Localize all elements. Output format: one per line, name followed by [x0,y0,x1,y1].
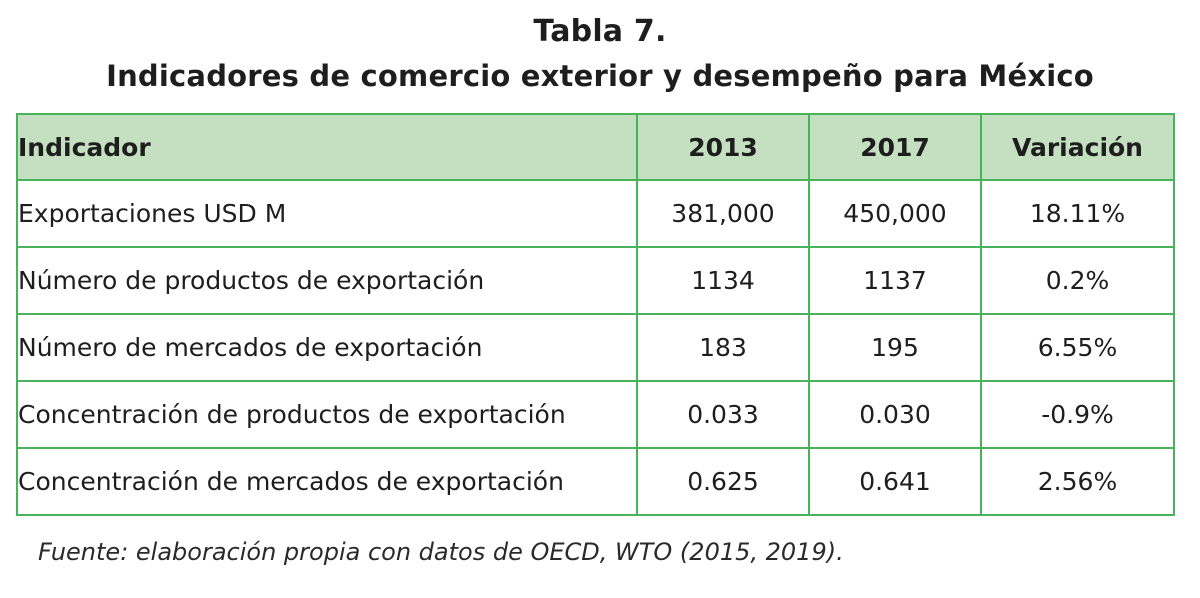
cell-2013: 0.033 [636,380,810,449]
table-row: Concentración de mercados de exportación… [16,447,1175,516]
header-indicador: Indicador [16,113,638,181]
table-row: Número de productos de exportación 1134 … [16,246,1175,315]
table-caption: Tabla 7. Indicadores de comercio exterio… [0,10,1200,98]
cell-variacion: 0.2% [980,246,1175,315]
source-note: Fuente: elaboración propia con datos de … [38,538,844,566]
table-row: Concentración de productos de exportació… [16,380,1175,449]
table-title: Indicadores de comercio exterior y desem… [106,59,1094,93]
cell-2017: 0.030 [808,380,982,449]
cell-indicador: Número de mercados de exportación [16,313,638,382]
cell-indicador: Concentración de productos de exportació… [16,380,638,449]
cell-2017: 1137 [808,246,982,315]
table-header-row: Indicador 2013 2017 Variación [16,113,1175,181]
table-row: Número de mercados de exportación 183 19… [16,313,1175,382]
header-variacion: Variación [980,113,1175,181]
cell-variacion: 6.55% [980,313,1175,382]
cell-2013: 183 [636,313,810,382]
cell-indicador: Exportaciones USD M [16,179,638,248]
cell-2017: 0.641 [808,447,982,516]
header-2017: 2017 [808,113,982,181]
cell-2013: 381,000 [636,179,810,248]
cell-variacion: 18.11% [980,179,1175,248]
cell-2013: 0.625 [636,447,810,516]
table-row: Exportaciones USD M 381,000 450,000 18.1… [16,179,1175,248]
cell-2017: 450,000 [808,179,982,248]
cell-variacion: 2.56% [980,447,1175,516]
indicators-table: Indicador 2013 2017 Variación Exportacio… [16,113,1175,516]
header-2013: 2013 [636,113,810,181]
cell-2013: 1134 [636,246,810,315]
cell-indicador: Número de productos de exportación [16,246,638,315]
table-number: Tabla 7. [533,14,667,49]
cell-2017: 195 [808,313,982,382]
cell-variacion: -0.9% [980,380,1175,449]
cell-indicador: Concentración de mercados de exportación [16,447,638,516]
